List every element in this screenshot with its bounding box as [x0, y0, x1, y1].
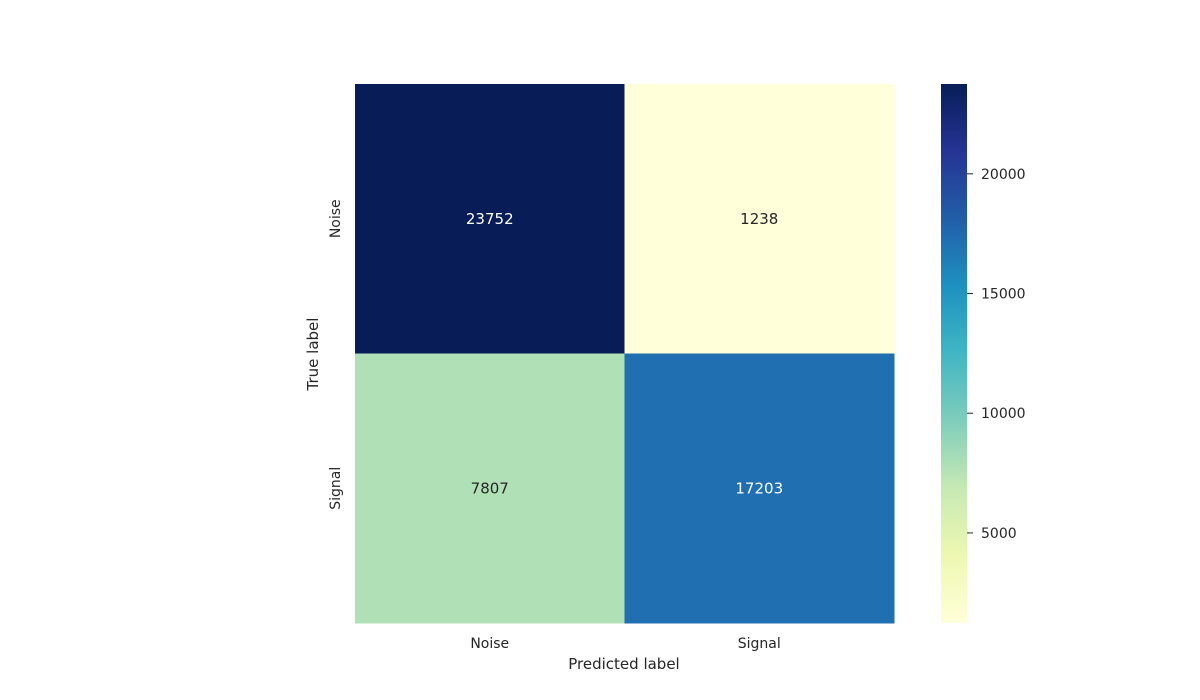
cell-value-label: 1238	[740, 210, 778, 228]
x-axis-label: Predicted label	[568, 655, 679, 673]
cell-value-label: 7807	[471, 479, 509, 497]
y-axis-label: True label	[304, 318, 322, 392]
heatmap-cell	[355, 84, 625, 354]
y-tick-label: Noise	[328, 199, 344, 238]
colorbar-tick-label: 10000	[981, 406, 1026, 422]
colorbar-tick-label: 20000	[981, 167, 1026, 183]
colorbar-tick-label: 5000	[981, 526, 1017, 542]
cell-value-label: 23752	[466, 210, 514, 228]
y-tick-label: Signal	[328, 467, 344, 510]
colorbar: 5000 10000 15000 20000	[941, 84, 1026, 623]
colorbar-ticks: 5000 10000 15000 20000	[967, 167, 1026, 542]
cell-value-label: 17203	[735, 479, 783, 497]
heatmap-cells	[355, 84, 895, 624]
x-tick-label: Noise	[470, 636, 509, 652]
x-axis-tick-labels: Noise Signal	[470, 636, 780, 652]
x-tick-label: Signal	[738, 636, 781, 652]
cell-value-labels: 23752 1238 7807 17203	[466, 210, 783, 498]
y-axis-tick-labels: Noise Signal	[328, 199, 344, 509]
colorbar-tick-label: 15000	[981, 287, 1026, 303]
heatmap-cell	[355, 353, 625, 624]
colorbar-gradient	[941, 84, 967, 623]
heatmap-cell	[624, 353, 895, 624]
heatmap-cell	[624, 84, 895, 354]
